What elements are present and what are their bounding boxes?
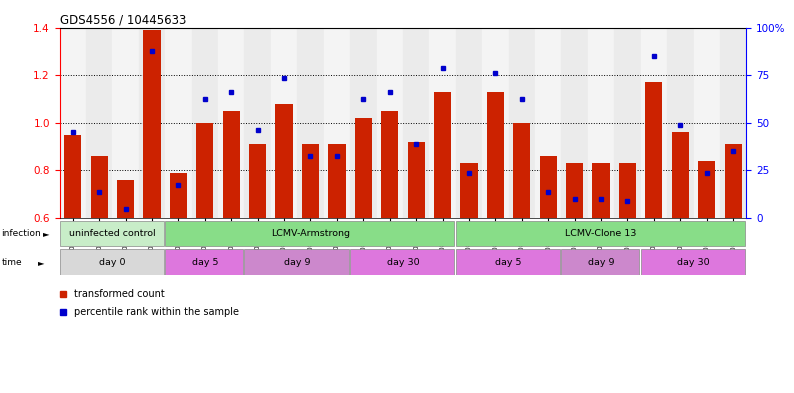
Bar (403, 28, 430, 218)
Text: uninfected control: uninfected control (69, 229, 156, 238)
Bar (561, 249, 639, 275)
Bar (170, 173, 187, 218)
Bar (165, 249, 243, 275)
Bar (60, 249, 164, 275)
Bar (588, 28, 615, 218)
Bar (196, 123, 214, 218)
Bar (430, 28, 456, 218)
Bar (619, 163, 636, 218)
Bar (698, 161, 715, 218)
Bar (641, 28, 667, 218)
Bar (218, 28, 245, 218)
Text: ►: ► (43, 229, 49, 238)
Text: transformed count: transformed count (74, 289, 164, 299)
Bar (86, 28, 113, 218)
Bar (302, 144, 319, 218)
Bar (672, 132, 689, 218)
Bar (249, 144, 266, 218)
Text: day 30: day 30 (387, 258, 419, 266)
Bar (297, 28, 324, 218)
Bar (535, 28, 561, 218)
Text: percentile rank within the sample: percentile rank within the sample (74, 307, 239, 317)
Bar (561, 28, 588, 218)
Bar (592, 163, 610, 218)
Bar (324, 28, 350, 218)
Bar (276, 104, 293, 218)
Bar (487, 92, 504, 218)
Bar (667, 28, 693, 218)
Bar (376, 28, 403, 218)
Bar (222, 111, 240, 218)
Bar (693, 28, 720, 218)
Bar (456, 249, 560, 275)
Bar (271, 28, 297, 218)
Bar (350, 249, 454, 275)
Text: time: time (2, 258, 22, 266)
Bar (646, 82, 662, 218)
Text: LCMV-Clone 13: LCMV-Clone 13 (565, 229, 637, 238)
Bar (725, 144, 742, 218)
Text: LCMV-Armstrong: LCMV-Armstrong (271, 229, 350, 238)
Bar (509, 28, 535, 218)
Bar (350, 28, 376, 218)
Bar (117, 180, 134, 218)
Bar (245, 249, 349, 275)
Bar (329, 144, 345, 218)
Bar (461, 163, 477, 218)
Bar (165, 28, 191, 218)
Bar (245, 28, 271, 218)
Bar (615, 28, 641, 218)
Bar (64, 135, 81, 218)
Bar (191, 28, 218, 218)
Bar (60, 220, 164, 246)
Bar (482, 28, 509, 218)
Bar (566, 163, 584, 218)
Bar (407, 142, 425, 218)
Bar (144, 30, 160, 218)
Bar (355, 118, 372, 218)
Text: GDS4556 / 10445633: GDS4556 / 10445633 (60, 13, 186, 26)
Bar (456, 220, 745, 246)
Bar (165, 220, 454, 246)
Text: day 5: day 5 (495, 258, 522, 266)
Bar (113, 28, 139, 218)
Text: day 30: day 30 (677, 258, 710, 266)
Bar (139, 28, 165, 218)
Text: day 5: day 5 (191, 258, 218, 266)
Bar (60, 28, 86, 218)
Bar (91, 156, 108, 218)
Bar (513, 123, 530, 218)
Text: day 0: day 0 (99, 258, 125, 266)
Text: ►: ► (38, 258, 44, 266)
Text: day 9: day 9 (588, 258, 615, 266)
Text: infection: infection (2, 229, 41, 238)
Bar (456, 28, 482, 218)
Bar (434, 92, 451, 218)
Bar (540, 156, 557, 218)
Bar (641, 249, 745, 275)
Bar (381, 111, 399, 218)
Text: day 9: day 9 (284, 258, 310, 266)
Bar (720, 28, 746, 218)
